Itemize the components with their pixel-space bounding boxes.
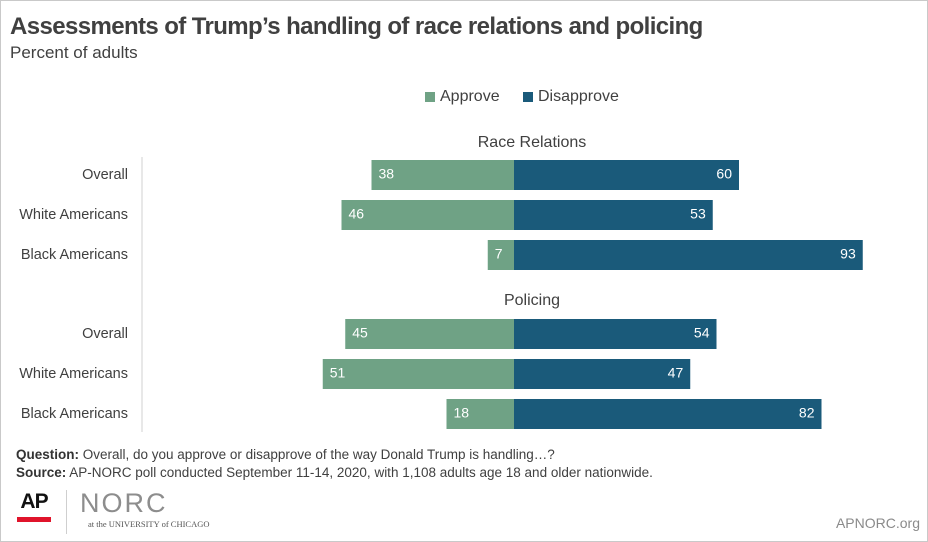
category-label: Black Americans (21, 247, 128, 263)
value-label-approve: 7 (495, 246, 503, 262)
category-label: Overall (82, 167, 128, 183)
bar-disapprove (514, 319, 717, 349)
group-title: Policing (504, 292, 560, 309)
category-label: White Americans (19, 207, 128, 223)
source-label: Source: (16, 465, 67, 480)
chart-title: Assessments of Trump’s handling of race … (10, 13, 703, 40)
bar-disapprove (514, 399, 822, 429)
ap-logo: AP (17, 490, 51, 526)
bar-disapprove (514, 160, 739, 190)
group-title: Race Relations (478, 134, 587, 151)
bar-disapprove (514, 359, 691, 389)
question-text: Overall, do you approve or disapprove of… (79, 447, 555, 462)
value-label-approve: 46 (349, 206, 365, 222)
legend-swatch-approve (425, 92, 435, 102)
value-label-disapprove: 47 (668, 365, 684, 381)
category-label: White Americans (19, 366, 128, 382)
value-label-disapprove: 93 (840, 246, 856, 262)
legend-swatch-disapprove (523, 92, 533, 102)
value-label-approve: 38 (379, 166, 395, 182)
norc-logo: NORC at the UNIVERSITY of CHICAGO (80, 488, 220, 536)
legend-item-disapprove: Disapprove (523, 88, 619, 106)
bar-approve (341, 200, 514, 230)
norc-logo-text: NORC (80, 488, 168, 518)
value-label-approve: 45 (352, 325, 368, 341)
value-label-disapprove: 60 (716, 166, 732, 182)
bar-approve (345, 319, 514, 349)
value-label-disapprove: 53 (690, 206, 706, 222)
value-label-disapprove: 82 (799, 405, 815, 421)
legend-label-approve: Approve (440, 88, 500, 105)
category-label: Black Americans (21, 406, 128, 422)
category-label: Overall (82, 326, 128, 342)
value-label-approve: 51 (330, 365, 346, 381)
value-label-disapprove: 54 (694, 325, 710, 341)
footer-source: Source: AP-NORC poll conducted September… (16, 465, 653, 480)
logo-divider (66, 490, 67, 534)
bar-approve (371, 160, 514, 190)
bar-disapprove (514, 200, 713, 230)
ap-logo-text: AP (20, 490, 48, 513)
legend-item-approve: Approve (425, 88, 500, 106)
bar-disapprove (514, 240, 863, 270)
norc-logo-subtext: at the UNIVERSITY of CHICAGO (88, 519, 210, 529)
legend-label-disapprove: Disapprove (538, 88, 619, 105)
site-url: APNORC.org (835, 515, 920, 531)
chart-subtitle: Percent of adults (10, 43, 138, 62)
bar-approve (322, 359, 514, 389)
value-label-approve: 18 (454, 405, 470, 421)
bar-approve (446, 399, 514, 429)
question-label: Question: (16, 447, 79, 462)
footer-question: Question: Overall, do you approve or dis… (16, 447, 555, 462)
legend: Approve Disapprove (0, 88, 928, 108)
diverging-bar-chart: Race Relations Overall 38 60 White Americans… (19, 134, 863, 432)
source-text: AP-NORC poll conducted September 11-14, … (66, 465, 653, 480)
ap-logo-bar (17, 517, 51, 522)
bar-approve (487, 240, 514, 270)
